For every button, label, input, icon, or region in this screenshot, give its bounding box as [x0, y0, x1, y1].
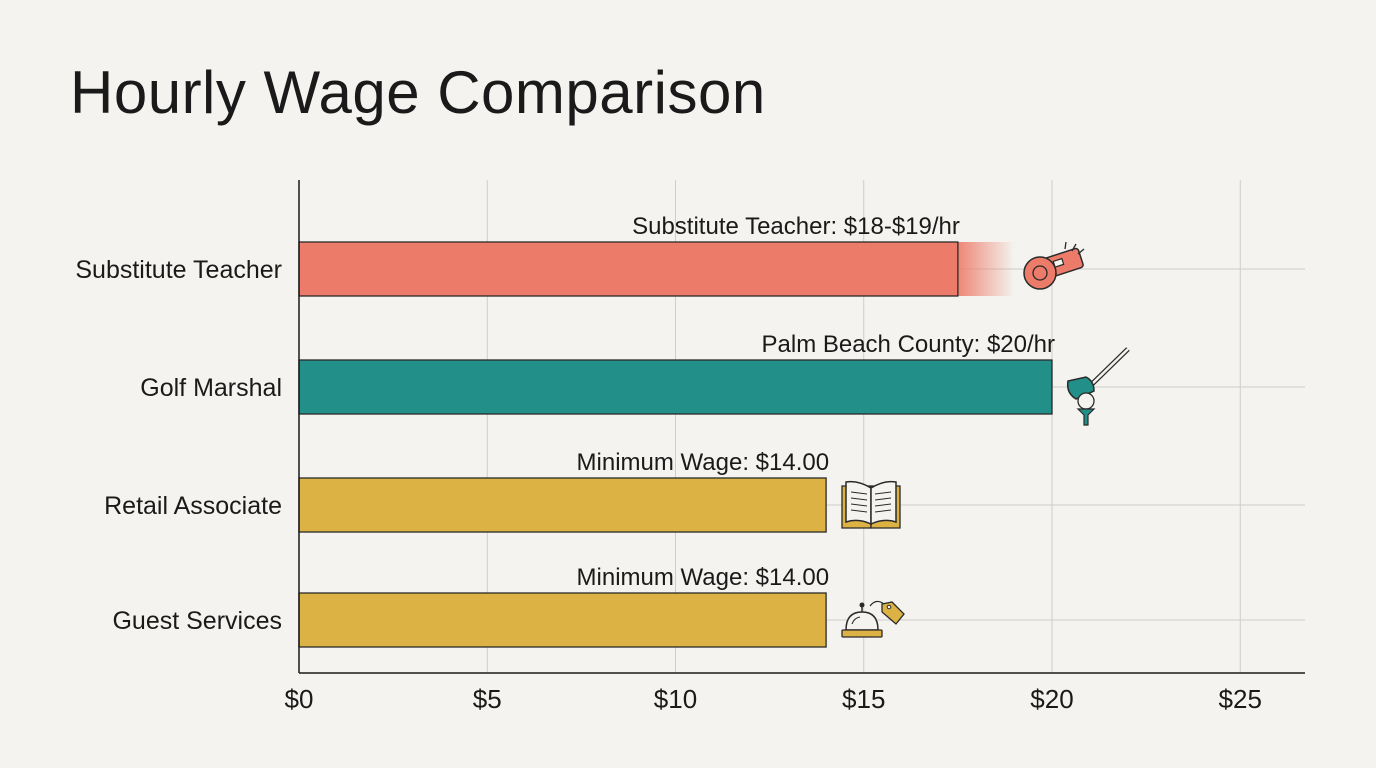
- open-book-icon: [841, 480, 901, 529]
- whistle-chamber: [1023, 256, 1057, 290]
- book-page-left: [845, 480, 872, 526]
- book-line: [874, 491, 892, 495]
- whistle-ring: [1032, 265, 1048, 281]
- book-line: [850, 509, 868, 513]
- bell-highlight: [851, 616, 861, 625]
- golf-ball: [1077, 392, 1095, 410]
- bar-annotation: Palm Beach County: $20/hr: [762, 331, 1056, 358]
- price-tag: [881, 601, 905, 625]
- golf-club-icon: [1066, 347, 1130, 426]
- category-label: Guest Services: [112, 607, 282, 635]
- category-label: Golf Marshal: [140, 374, 282, 402]
- bar-guest-services: [298, 592, 827, 648]
- category-label: Substitute Teacher: [75, 256, 282, 284]
- bar-range-substitute-teacher: [957, 242, 1015, 296]
- tag-string: [869, 600, 885, 607]
- book-line: [850, 491, 868, 495]
- bar-retail-associate: [298, 477, 827, 533]
- bar-substitute-teacher: [298, 241, 959, 297]
- whistle-sound-line: [1071, 243, 1077, 252]
- x-tick-label: $20: [1030, 684, 1073, 714]
- book-line: [850, 497, 868, 501]
- price-tag-hole: [886, 604, 892, 610]
- bar-annotation: Minimum Wage: $14.00: [577, 449, 830, 476]
- icons: [841, 241, 1130, 638]
- book-line: [874, 509, 892, 513]
- bell-button: [859, 602, 865, 608]
- whistle-sound-line: [1064, 241, 1067, 250]
- whistle-hole: [1052, 257, 1065, 268]
- bar-annotation: Substitute Teacher: $18-$19/hr: [632, 213, 960, 240]
- x-tick-label: $10: [654, 684, 697, 714]
- x-tick-label: $0: [285, 684, 314, 714]
- x-tick-label: $25: [1219, 684, 1262, 714]
- whistle-icon: [1023, 241, 1085, 290]
- book-line: [874, 497, 892, 501]
- club-shaft-inner: [1090, 348, 1129, 386]
- whistle-sound-line: [1077, 248, 1085, 255]
- bell-base: [841, 629, 883, 638]
- book-line: [850, 503, 868, 507]
- book-line: [874, 503, 892, 507]
- category-label: Retail Associate: [104, 492, 282, 520]
- service-bell-icon: [841, 600, 905, 638]
- axes: $0 $5 $10 $15 $20 $25: [285, 180, 1305, 714]
- bars: Substitute Teacher Substitute Teacher: $1…: [75, 213, 1056, 648]
- golf-tee: [1076, 408, 1096, 426]
- bell-dome: [845, 611, 879, 631]
- x-tick-label: $5: [473, 684, 502, 714]
- bar-annotation: Minimum Wage: $14.00: [577, 564, 830, 591]
- chart-title: Hourly Wage Comparison: [70, 59, 766, 126]
- x-tick-label: $15: [842, 684, 885, 714]
- book-page-right: [870, 480, 897, 526]
- bar-golf-marshal: [298, 359, 1053, 415]
